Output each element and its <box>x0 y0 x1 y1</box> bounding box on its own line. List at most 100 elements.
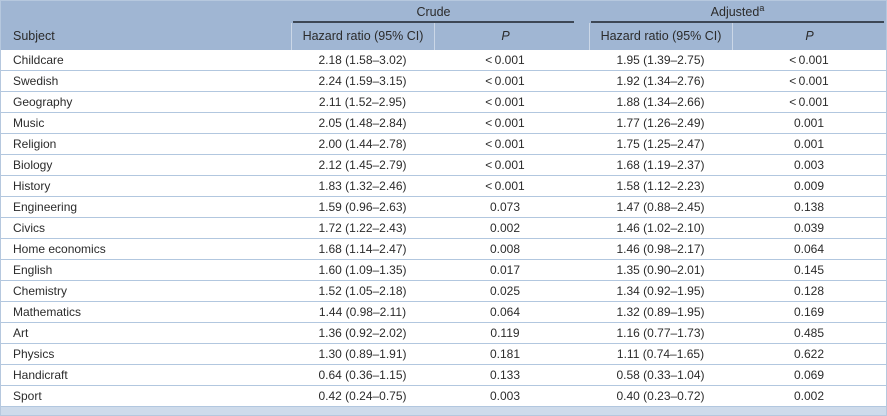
crude-p-cell: 0.025 <box>489 284 521 298</box>
crude-hazard-ratio-cell: 2.18 (1.58–3.02) <box>318 53 407 67</box>
table-body: Childcare 2.18 (1.58–3.02) < 0.001 1.95 … <box>1 50 886 407</box>
subject-cell: History <box>13 179 51 193</box>
subject-cell: Engineering <box>13 200 78 214</box>
crude-hazard-ratio-cell: 2.00 (1.44–2.78) <box>318 137 407 151</box>
adjusted-hazard-ratio-cell: 1.35 (0.90–2.01) <box>616 263 705 277</box>
adjusted-hazard-ratio-cell: 1.68 (1.19–2.37) <box>616 158 705 172</box>
adjusted-hazard-ratio-cell: 1.58 (1.12–2.23) <box>616 179 705 193</box>
table-row: Sport 0.42 (0.24–0.75) 0.003 0.40 (0.23–… <box>1 386 886 407</box>
adjusted-hazard-ratio-cell: 0.58 (0.33–1.04) <box>616 368 705 382</box>
table-row: Physics 1.30 (0.89–1.91) 0.181 1.11 (0.7… <box>1 344 886 365</box>
adjusted-hazard-ratio-cell: 1.46 (0.98–2.17) <box>616 242 705 256</box>
group-gap-cell <box>576 239 589 259</box>
crude-hazard-ratio-cell: 1.44 (0.98–2.11) <box>318 305 407 319</box>
group-gap-cell <box>576 260 589 280</box>
adjusted-hazard-ratio-cell: 1.75 (1.25–2.47) <box>616 137 705 151</box>
adjusted-p-cell: < 0.001 <box>789 74 829 88</box>
adjusted-hazard-ratio-cell: 1.47 (0.88–2.45) <box>616 200 705 214</box>
group-gap-cell <box>576 218 589 238</box>
subject-cell: Home economics <box>13 242 106 256</box>
crude-hazard-ratio-cell: 1.60 (1.09–1.35) <box>318 263 407 277</box>
crude-hazard-ratio-cell: 2.11 (1.52–2.95) <box>318 95 407 109</box>
table-row: Mathematics 1.44 (0.98–2.11) 0.064 1.32 … <box>1 302 886 323</box>
group-gap-cell <box>576 281 589 301</box>
crude-p-cell: < 0.001 <box>485 179 525 193</box>
crude-p-cell: 0.181 <box>489 347 521 361</box>
adjusted-footnote-marker: a <box>759 2 765 13</box>
group-gap-cell <box>576 176 589 196</box>
table-row: Handicraft 0.64 (0.36–1.15) 0.133 0.58 (… <box>1 365 886 386</box>
table-row: Civics 1.72 (1.22–2.43) 0.002 1.46 (1.02… <box>1 218 886 239</box>
adjusted-p-cell: 0.138 <box>793 200 825 214</box>
adjusted-p-cell: < 0.001 <box>789 53 829 67</box>
crude-p-cell: 0.064 <box>489 305 521 319</box>
subject-cell: Childcare <box>13 53 64 67</box>
crude-hazard-ratio-cell: 1.36 (0.92–2.02) <box>318 326 407 340</box>
crude-p-cell: 0.002 <box>489 221 521 235</box>
adjusted-p-cell: 0.002 <box>793 389 825 403</box>
col-header-p-crude: P <box>434 23 576 50</box>
group-gap-cell <box>576 71 589 91</box>
table-row: History 1.83 (1.32–2.46) < 0.001 1.58 (1… <box>1 176 886 197</box>
adjusted-p-cell: 0.001 <box>793 137 825 151</box>
col-header-hazard-ratio-adjusted: Hazard ratio (95% CI) <box>589 23 732 50</box>
subject-cell: Physics <box>13 347 55 361</box>
adjusted-p-cell: 0.622 <box>793 347 825 361</box>
column-header-row: Subject Hazard ratio (95% CI) P Hazard r… <box>1 23 886 50</box>
adjusted-p-cell: 0.009 <box>793 179 825 193</box>
crude-p-cell: < 0.001 <box>485 116 525 130</box>
group-gap-cell <box>576 344 589 364</box>
col-header-gap <box>576 23 589 50</box>
adjusted-p-cell: 0.169 <box>793 305 825 319</box>
adjusted-p-cell: 0.064 <box>793 242 825 256</box>
table-row: Engineering 1.59 (0.96–2.63) 0.073 1.47 … <box>1 197 886 218</box>
crude-hazard-ratio-cell: 1.68 (1.14–2.47) <box>318 242 407 256</box>
adjusted-p-cell: 0.001 <box>793 116 825 130</box>
table-row: Art 1.36 (0.92–2.02) 0.119 1.16 (0.77–1.… <box>1 323 886 344</box>
subject-cell: Biology <box>13 158 53 172</box>
crude-hazard-ratio-cell: 0.64 (0.36–1.15) <box>318 368 407 382</box>
adjusted-p-cell: 0.128 <box>793 284 825 298</box>
column-group-adjusted: Adjusteda <box>591 2 884 23</box>
group-gap-cell <box>576 302 589 322</box>
adjusted-hazard-ratio-cell: 0.40 (0.23–0.72) <box>616 389 705 403</box>
crude-hazard-ratio-cell: 2.24 (1.59–3.15) <box>318 74 407 88</box>
col-header-hazard-ratio-crude: Hazard ratio (95% CI) <box>291 23 434 50</box>
group-gap-cell <box>576 386 589 406</box>
adjusted-p-cell: 0.485 <box>793 326 825 340</box>
subject-cell: Geography <box>13 95 73 109</box>
crude-hazard-ratio-cell: 1.83 (1.32–2.46) <box>318 179 407 193</box>
crude-p-cell: < 0.001 <box>485 158 525 172</box>
subject-cell: Religion <box>13 137 57 151</box>
subject-cell: Chemistry <box>13 284 68 298</box>
table-row: Geography 2.11 (1.52–2.95) < 0.001 1.88 … <box>1 92 886 113</box>
adjusted-hazard-ratio-cell: 1.46 (1.02–2.10) <box>616 221 705 235</box>
subject-cell: Sport <box>13 389 42 403</box>
crude-hazard-ratio-cell: 2.05 (1.48–2.84) <box>318 116 407 130</box>
crude-p-cell: < 0.001 <box>485 74 525 88</box>
adjusted-hazard-ratio-cell: 1.95 (1.39–2.75) <box>616 53 705 67</box>
col-header-subject: Subject <box>13 29 55 43</box>
column-group-crude: Crude <box>293 5 574 23</box>
group-gap-cell <box>576 365 589 385</box>
crude-hazard-ratio-cell: 1.72 (1.22–2.43) <box>318 221 407 235</box>
table-row: Swedish 2.24 (1.59–3.15) < 0.001 1.92 (1… <box>1 71 886 92</box>
group-gap-cell <box>576 323 589 343</box>
adjusted-p-cell: 0.003 <box>793 158 825 172</box>
subject-cell: English <box>13 263 53 277</box>
adjusted-p-cell: 0.145 <box>793 263 825 277</box>
column-group-crude-label: Crude <box>416 5 451 19</box>
subject-cell: Civics <box>13 221 45 235</box>
group-gap-cell <box>576 113 589 133</box>
subject-cell: Swedish <box>13 74 59 88</box>
crude-p-cell: 0.119 <box>490 326 520 340</box>
crude-p-cell: 0.073 <box>489 200 521 214</box>
group-gap-cell <box>576 134 589 154</box>
table-footer-strip <box>1 407 886 415</box>
adjusted-p-cell: 0.069 <box>793 368 825 382</box>
subject-cell: Art <box>13 326 29 340</box>
adjusted-p-cell: 0.039 <box>793 221 825 235</box>
adjusted-hazard-ratio-cell: 1.77 (1.26–2.49) <box>616 116 705 130</box>
subject-cell: Mathematics <box>13 305 82 319</box>
